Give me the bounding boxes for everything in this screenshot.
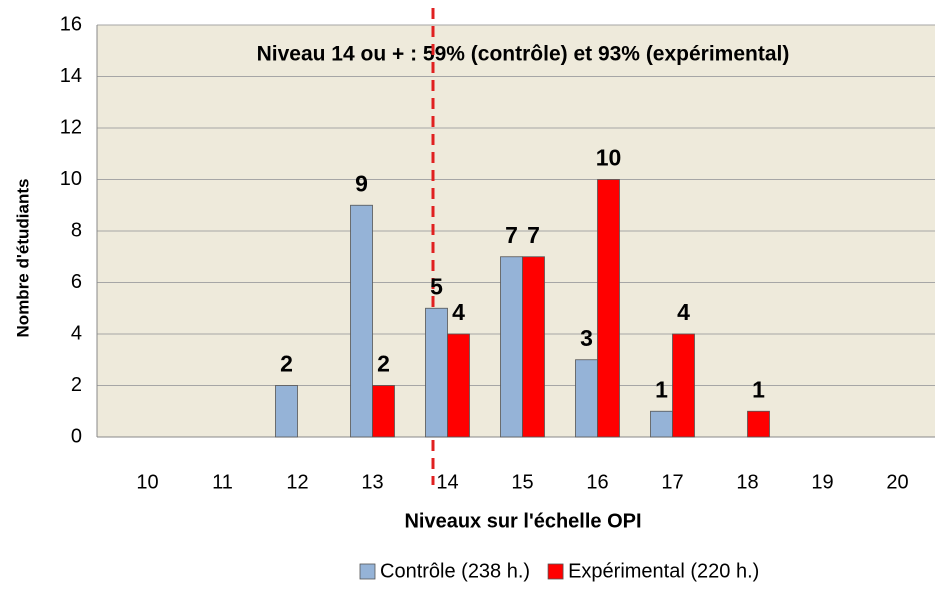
legend-label: Expérimental (220 h.) — [568, 560, 759, 582]
y-tick-label: 14 — [60, 65, 82, 87]
legend-swatch — [359, 563, 376, 580]
value-label: 2 — [280, 351, 293, 377]
x-axis-title: Niveaux sur l'échelle OPI — [404, 510, 641, 532]
value-label: 7 — [505, 222, 518, 248]
annotation: Niveau 14 ou + : 59% (contrôle) et 93% (… — [257, 43, 790, 66]
legend-swatch — [547, 563, 564, 580]
bar — [447, 333, 470, 438]
x-tick-label: 15 — [511, 471, 533, 493]
legend-label: Contrôle (238 h.) — [380, 560, 530, 582]
x-tick-label: 16 — [586, 471, 608, 493]
x-tick-label: 11 — [212, 471, 233, 493]
value-label: 1 — [752, 376, 765, 402]
y-tick-label: 10 — [60, 168, 82, 190]
x-tick-label: 12 — [286, 471, 308, 493]
value-label: 2 — [377, 351, 390, 377]
y-tick-label: 12 — [60, 116, 82, 138]
y-tick-label: 6 — [71, 271, 82, 293]
bar — [500, 256, 523, 438]
bar — [522, 256, 545, 438]
value-label: 10 — [596, 145, 622, 171]
y-tick-label: 2 — [71, 374, 82, 396]
x-tick-label: 13 — [361, 471, 383, 493]
bar — [672, 333, 695, 438]
bar — [747, 410, 770, 438]
value-label: 4 — [452, 299, 465, 325]
x-tick-label: 19 — [811, 471, 833, 493]
y-tick-label: 0 — [71, 425, 82, 447]
x-tick-label: 18 — [736, 471, 758, 493]
y-tick-label: 8 — [71, 219, 82, 241]
x-tick-label: 10 — [136, 471, 158, 493]
value-label: 5 — [430, 273, 443, 299]
bar — [372, 385, 395, 438]
x-tick-label: 20 — [886, 471, 908, 493]
bar — [425, 307, 448, 438]
bar — [650, 410, 673, 438]
value-label: 1 — [655, 376, 668, 402]
bar — [275, 385, 298, 438]
y-tick-label: 16 — [60, 13, 82, 35]
y-tick-label: 4 — [71, 322, 82, 344]
value-label: 3 — [580, 325, 593, 351]
y-axis-title: Nombre d'étudiants — [13, 179, 32, 338]
bar — [597, 179, 620, 438]
value-label: 9 — [355, 170, 368, 196]
x-tick-label: 17 — [661, 471, 683, 493]
value-label: 7 — [527, 222, 540, 248]
value-label: 4 — [677, 299, 690, 325]
x-tick-label: 14 — [436, 471, 458, 493]
bar — [575, 359, 598, 438]
bar — [350, 204, 373, 438]
